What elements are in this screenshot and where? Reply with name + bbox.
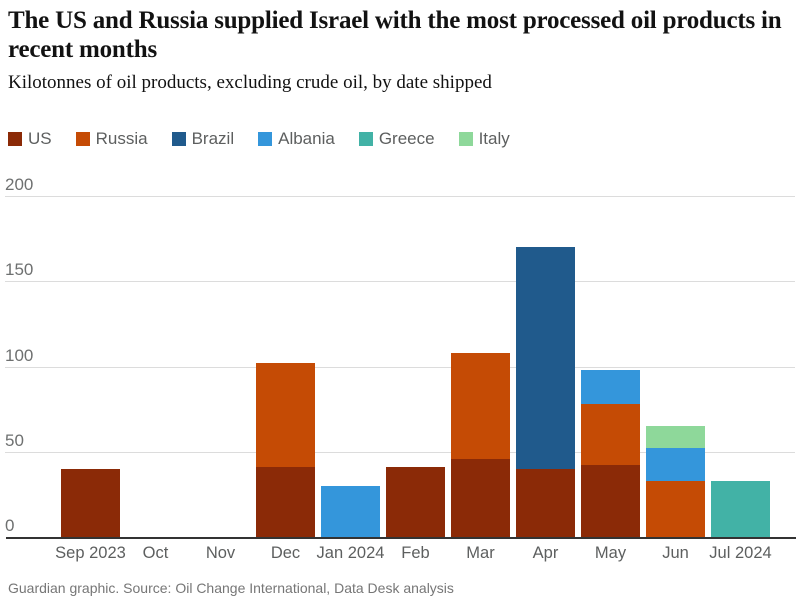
legend-label: US xyxy=(28,129,52,148)
bar-segment xyxy=(386,467,445,537)
x-tick-label: Nov xyxy=(205,544,236,562)
legend-label: Albania xyxy=(278,129,335,148)
legend-item-brazil: Brazil xyxy=(171,129,235,149)
legend-item-russia: Russia xyxy=(75,129,148,149)
bar-segment xyxy=(256,467,315,537)
bar-segment xyxy=(711,480,770,537)
x-tick-label: Apr xyxy=(532,544,559,562)
chart-title: The US and Russia supplied Israel with t… xyxy=(8,7,782,63)
gridline xyxy=(5,196,795,197)
bar-segment xyxy=(516,247,575,469)
legend-swatch-icon xyxy=(8,132,22,146)
y-tick-label: 100 xyxy=(5,345,34,365)
legend-item-italy: Italy xyxy=(458,129,510,149)
bar-segment xyxy=(516,468,575,537)
legend-label: Italy xyxy=(478,129,510,148)
source-credit: Guardian graphic. Source: Oil Change Int… xyxy=(8,580,454,596)
legend-label: Brazil xyxy=(191,129,235,148)
bar-segment xyxy=(451,352,510,459)
x-tick-label: Jul 2024 xyxy=(709,544,772,562)
y-tick-label: 0 xyxy=(5,516,15,535)
legend-swatch-icon xyxy=(171,132,186,146)
y-tick-label: 50 xyxy=(5,430,24,450)
bar-segment xyxy=(581,369,640,404)
chart-legend: US Russia Brazil Albania Greece Italy xyxy=(8,129,510,149)
legend-swatch-icon xyxy=(358,132,373,146)
legend-item-albania: Albania xyxy=(258,129,335,149)
bar-segment xyxy=(646,480,705,537)
x-tick-label: Sep 2023 xyxy=(55,544,126,562)
gridline xyxy=(5,366,795,368)
legend-swatch-icon xyxy=(458,132,473,146)
chart-subtitle: Kilotonnes of oil products, excluding cr… xyxy=(8,72,492,93)
chart-plot: 0 50 100 150 200 Sep 2023 Oct Nov Dec Jan 2024 Feb… xyxy=(0,170,806,580)
bar-segment xyxy=(256,363,315,468)
gridline xyxy=(5,281,795,283)
legend-item-us: US xyxy=(8,129,52,149)
x-tick-label: Jun xyxy=(662,544,689,562)
x-tick-label: May xyxy=(594,544,627,562)
bar-segment xyxy=(646,426,705,449)
x-tick-label: Feb xyxy=(401,544,430,562)
legend-swatch-icon xyxy=(75,132,90,146)
legend-label: Russia xyxy=(95,129,148,148)
legend-item-greece: Greece xyxy=(358,129,435,149)
y-tick-label: 200 xyxy=(5,175,34,194)
x-axis-line xyxy=(6,537,796,539)
gridline xyxy=(5,451,795,453)
bar-segment xyxy=(61,468,120,537)
bar-segment xyxy=(581,465,640,537)
x-tick-label: Jan 2024 xyxy=(316,544,385,562)
x-tick-label: Oct xyxy=(142,544,169,562)
bar-segment xyxy=(581,404,640,466)
x-tick-label: Mar xyxy=(466,544,495,562)
x-tick-label: Dec xyxy=(270,544,301,562)
bar-segment xyxy=(646,448,705,481)
legend-label: Greece xyxy=(378,129,435,148)
y-tick-label: 150 xyxy=(5,260,34,280)
legend-swatch-icon xyxy=(258,132,273,146)
bar-segment xyxy=(451,458,510,537)
bar-segment xyxy=(321,485,380,537)
